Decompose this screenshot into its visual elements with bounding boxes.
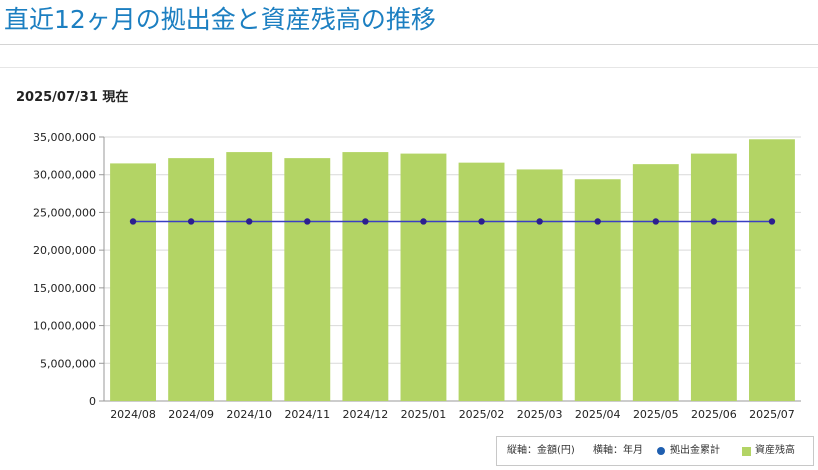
- bar-asset-balance: [574, 179, 621, 401]
- y-tick-label: 25,000,000: [33, 206, 96, 219]
- line-point-contribution: [129, 218, 137, 225]
- line-point-contribution: [768, 218, 776, 225]
- legend-line-label: 拠出金累計: [670, 445, 720, 456]
- legend-x-axis-note: 横軸：年月: [593, 445, 643, 456]
- bar-asset-balance: [168, 158, 215, 401]
- x-tick-label: 2025/03: [517, 408, 563, 421]
- page-header: 直近12ヶ月の拠出金と資産残高の推移: [0, 0, 818, 45]
- legend-bar-label: 資産残高: [755, 445, 795, 456]
- legend-line-marker-icon: [657, 447, 665, 455]
- x-tick-label: 2025/06: [691, 408, 737, 421]
- x-tick-label: 2025/04: [575, 408, 621, 421]
- line-point-contribution: [420, 218, 427, 225]
- line-point-contribution: [187, 218, 195, 225]
- bar-asset-balance: [226, 152, 273, 401]
- bar-asset-balance: [284, 158, 331, 401]
- line-point-contribution: [246, 218, 253, 225]
- as-of-date: 2025/07/31 現在: [16, 90, 129, 105]
- line-point-contribution: [710, 218, 718, 225]
- x-tick-label: 2024/12: [343, 408, 389, 421]
- y-tick-label: 20,000,000: [33, 244, 96, 257]
- legend-y-axis-note: 縦軸：金額(円): [507, 445, 575, 456]
- y-tick-label: 30,000,000: [33, 169, 96, 182]
- page-title: 直近12ヶ月の拠出金と資産残高の推移: [4, 5, 436, 34]
- line-point-contribution: [304, 218, 311, 225]
- x-tick-label: 2025/01: [401, 408, 447, 421]
- x-tick-label: 2025/07: [749, 408, 795, 421]
- legend-bar-swatch-icon: [742, 447, 751, 456]
- section-divider: [0, 67, 818, 68]
- x-tick-label: 2024/09: [168, 408, 214, 421]
- line-point-contribution: [478, 218, 485, 225]
- bar-asset-balance: [749, 139, 795, 401]
- bar-asset-balance: [516, 169, 563, 401]
- y-tick-label: 5,000,000: [40, 357, 96, 370]
- x-tick-label: 2025/05: [633, 408, 679, 421]
- x-tick-label: 2025/02: [459, 408, 505, 421]
- x-tick-label: 2024/10: [226, 408, 272, 421]
- bar-asset-balance: [632, 164, 679, 401]
- line-point-contribution: [362, 218, 369, 225]
- x-tick-label: 2024/08: [110, 408, 156, 421]
- line-point-contribution: [652, 218, 659, 225]
- bar-asset-balance: [110, 163, 156, 401]
- x-tick-label: 2024/11: [284, 408, 330, 421]
- chart-legend: 縦軸：金額(円) 横軸：年月 拠出金累計 資産残高: [496, 436, 814, 466]
- line-point-contribution: [536, 218, 543, 225]
- bar-asset-balance: [342, 152, 389, 401]
- y-tick-label: 35,000,000: [33, 131, 96, 144]
- y-tick-label: 0: [89, 395, 96, 408]
- bar-asset-balance: [400, 153, 447, 401]
- y-tick-label: 10,000,000: [33, 320, 96, 333]
- line-point-contribution: [594, 218, 601, 225]
- bar-asset-balance: [690, 153, 737, 401]
- y-tick-label: 15,000,000: [33, 282, 96, 295]
- bar-asset-balance: [458, 162, 505, 401]
